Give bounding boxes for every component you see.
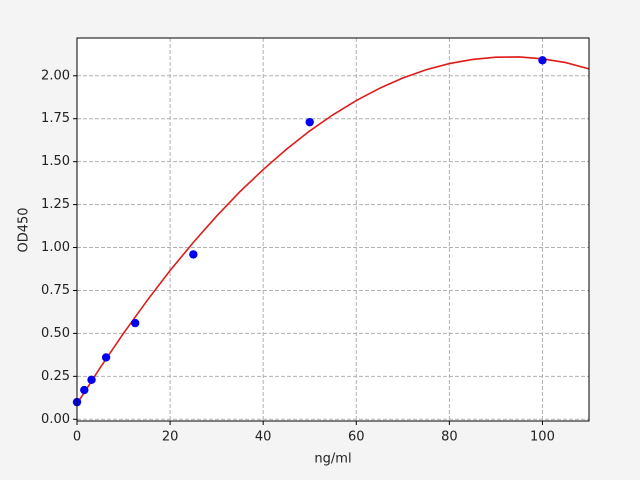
y-axis-label: OD450 — [17, 207, 32, 252]
marks — [72, 56, 590, 407]
data-point — [130, 318, 140, 328]
y-tick-label: 1.50 — [41, 154, 70, 169]
x-tick-label: 40 — [255, 430, 272, 445]
x-axis-label: ng/ml — [314, 452, 351, 467]
y-tick-label: 2.00 — [41, 68, 70, 83]
y-tick-label: 0.00 — [41, 412, 70, 427]
grid — [76, 38, 589, 421]
x-tick-label: 80 — [441, 430, 458, 445]
x-tick-label: 20 — [162, 430, 179, 445]
data-point — [80, 385, 89, 395]
y-tick-label: 1.75 — [41, 111, 70, 126]
plot-frame — [76, 37, 590, 422]
y-tick-label: 0.25 — [41, 369, 70, 384]
x-tick-label: 0 — [73, 430, 81, 445]
x-tick-label: 100 — [530, 430, 555, 445]
data-point — [87, 375, 96, 384]
y-tick-label: 1.00 — [41, 240, 70, 255]
data-point — [189, 250, 198, 259]
plot-area — [77, 38, 589, 421]
y-tick-label: 0.50 — [41, 326, 70, 341]
x-tick-label: 60 — [348, 430, 365, 445]
data-point — [305, 117, 314, 127]
y-tick-label: 1.25 — [41, 197, 70, 212]
y-tick-label: 0.75 — [41, 283, 70, 298]
fit-curve — [76, 56, 590, 405]
data-point — [101, 353, 111, 362]
data-point — [538, 56, 547, 65]
